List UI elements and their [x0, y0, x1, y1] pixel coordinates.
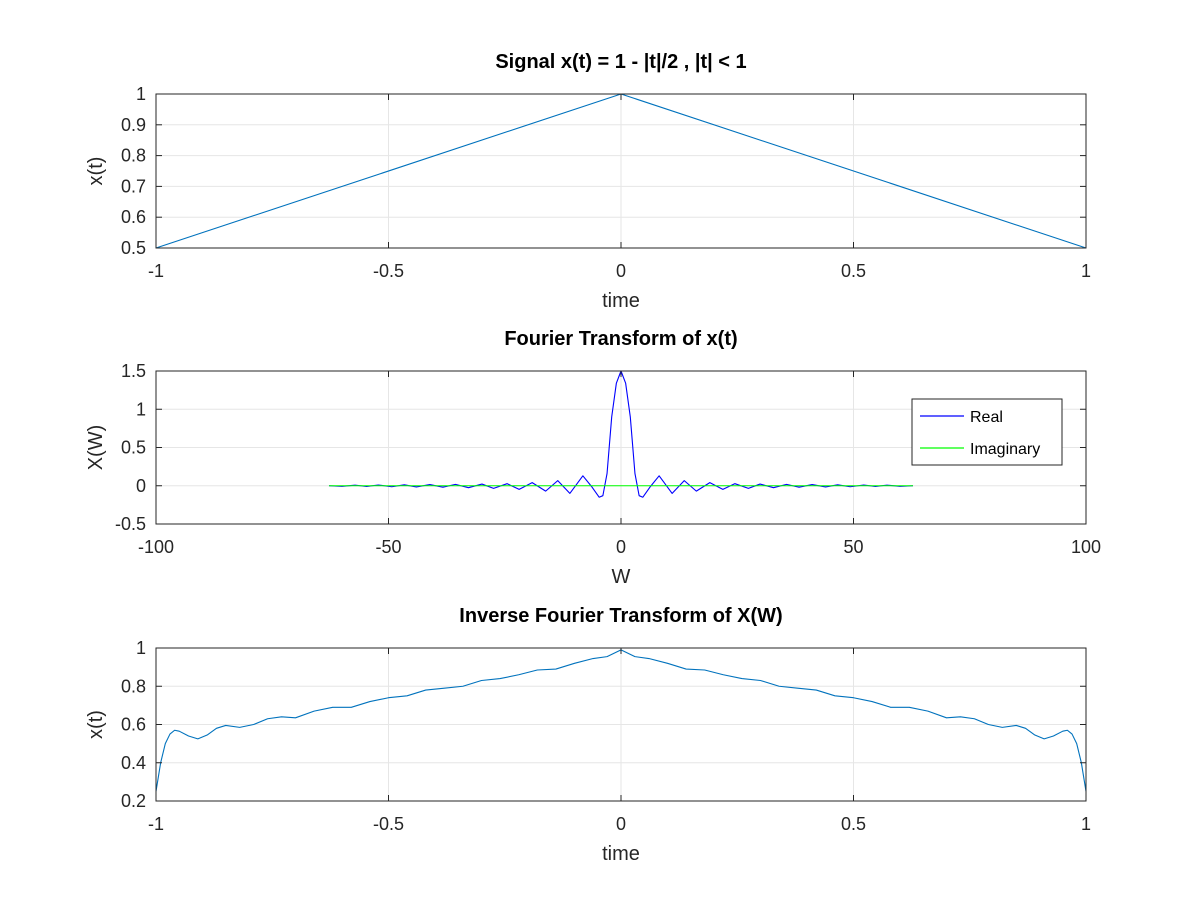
chart-title: Inverse Fourier Transform of X(W)	[459, 605, 782, 627]
legend-label-imaginary: Imaginary	[970, 441, 1040, 458]
y-tick-label: 0.8	[121, 676, 146, 696]
x-tick-label: 1	[1081, 261, 1091, 281]
y-tick-label: 1.5	[121, 361, 146, 381]
chart-title: Fourier Transform of x(t)	[504, 328, 737, 350]
subplot-2: -100 -50 0 50 100 -0.5 0 0.5 1 1.5 Fourier Transfo…	[85, 328, 1101, 588]
y-axis-label: x(t)	[85, 157, 107, 186]
y-tick-label: 0.8	[121, 146, 146, 166]
subplot-3: -1 -0.5 0 0.5 1 0.2 0.4 0.6 0.8 1 Inverse Fourier …	[85, 605, 1091, 865]
legend: Real Imaginary	[911, 398, 1063, 466]
x-axis-label: W	[612, 566, 631, 588]
x-tick-label: -0.5	[373, 814, 404, 834]
x-tick-label: 50	[843, 537, 863, 557]
y-tick-label: 0.9	[121, 115, 146, 135]
y-tick-label: 0.4	[121, 753, 146, 773]
legend-label-real: Real	[970, 409, 1003, 426]
x-axis-label: time	[602, 290, 640, 312]
y-tick-label: 1	[136, 638, 146, 658]
x-tick-label: -0.5	[373, 261, 404, 281]
y-axis-label: x(t)	[85, 710, 107, 739]
y-tick-label: -0.5	[115, 514, 146, 534]
y-tick-label: 1	[136, 399, 146, 419]
y-tick-label: 0.5	[121, 438, 146, 458]
y-tick-label: 1	[136, 84, 146, 104]
y-tick-label: 0.5	[121, 238, 146, 258]
y-tick-label: 0.6	[121, 715, 146, 735]
x-axis-label: time	[602, 843, 640, 865]
x-tick-label: -50	[375, 537, 401, 557]
x-tick-label: -1	[148, 814, 164, 834]
chart-title: Signal x(t) = 1 - |t|/2 , |t| < 1	[495, 51, 746, 73]
y-axis-label: X(W)	[85, 425, 107, 471]
legend-box	[911, 398, 1063, 466]
x-tick-label: 0.5	[841, 261, 866, 281]
x-tick-label: 0	[616, 814, 626, 834]
y-tick-label: 0	[136, 476, 146, 496]
x-tick-label: 0	[616, 537, 626, 557]
x-tick-label: 1	[1081, 814, 1091, 834]
x-tick-label: 0.5	[841, 814, 866, 834]
y-tick-label: 0.6	[121, 207, 146, 227]
x-tick-label: -100	[138, 537, 174, 557]
x-tick-label: 100	[1071, 537, 1101, 557]
subplot-1: -1 -0.5 0 0.5 1 0.5 0.6 0.7 0.8 0.9 1 Signal x(t) =…	[85, 51, 1091, 312]
x-tick-label: 0	[616, 261, 626, 281]
y-tick-label: 0.2	[121, 791, 146, 811]
y-tick-label: 0.7	[121, 176, 146, 196]
x-tick-label: -1	[148, 261, 164, 281]
